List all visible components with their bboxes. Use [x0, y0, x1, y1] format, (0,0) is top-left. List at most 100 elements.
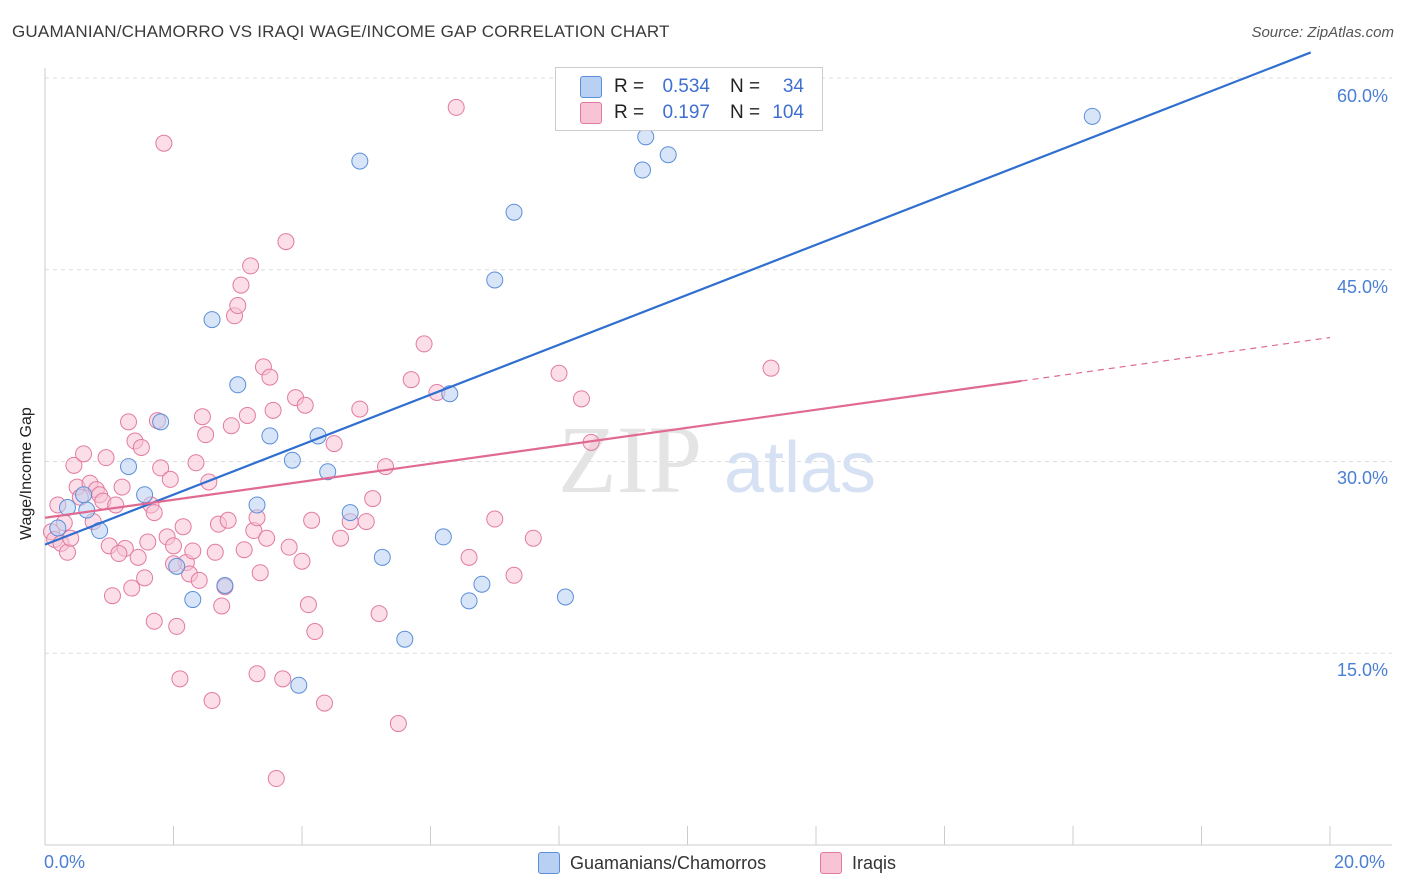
- data-point: [251, 564, 269, 582]
- trend-line-extension-iraqis: [1021, 336, 1331, 382]
- data-point: [235, 541, 253, 559]
- data-point: [129, 548, 147, 566]
- data-point: [145, 504, 163, 522]
- legend-r-value: 0.534: [662, 76, 710, 97]
- data-point: [184, 542, 202, 560]
- data-point: [261, 427, 279, 445]
- data-point: [572, 390, 590, 408]
- data-point: [762, 359, 780, 377]
- x-tick-max: 20.0%: [1334, 852, 1386, 872]
- legend-n-label: N =: [730, 102, 761, 123]
- y-tick-45: 45.0%: [1337, 277, 1389, 297]
- data-point: [65, 456, 83, 474]
- data-point: [120, 458, 138, 476]
- data-point: [120, 413, 138, 431]
- data-point: [242, 257, 260, 275]
- data-point: [187, 454, 205, 472]
- data-point: [152, 459, 170, 477]
- data-point: [139, 533, 157, 551]
- data-point: [136, 569, 154, 587]
- correlation-legend: R = 0.534 N = 34 R = 0.197 N = 104: [555, 67, 823, 131]
- data-point: [637, 128, 655, 146]
- data-point: [550, 364, 568, 382]
- data-point: [264, 401, 282, 419]
- y-tick-15: 15.0%: [1337, 660, 1389, 680]
- data-point: [373, 548, 391, 566]
- data-point: [319, 463, 337, 481]
- data-point: [58, 543, 76, 561]
- trend-line-guamanians: [44, 51, 1312, 546]
- watermark-atlas: atlas: [724, 428, 876, 508]
- data-point: [325, 435, 343, 453]
- data-point: [351, 400, 369, 418]
- legend-swatch-blue: [580, 76, 602, 98]
- data-point: [110, 545, 128, 563]
- data-point: [283, 451, 301, 469]
- trend-lines: [44, 51, 1331, 546]
- data-point: [306, 623, 324, 641]
- source-label: Source: ZipAtlas.com: [1251, 24, 1394, 41]
- data-point: [447, 98, 465, 116]
- data-point: [556, 588, 574, 606]
- data-point: [229, 376, 247, 394]
- bottom-legend-label: Guamanians/Chamorros: [570, 852, 767, 873]
- legend-r-value: 0.197: [662, 102, 710, 123]
- legend-n-label: N =: [730, 76, 761, 97]
- bottom-legend-guamanians: Guamanians/Chamorros: [538, 852, 766, 874]
- data-point: [377, 458, 395, 476]
- data-point: [267, 770, 285, 788]
- data-point: [303, 511, 321, 529]
- data-point: [232, 276, 250, 294]
- data-point: [97, 449, 115, 467]
- data-point: [434, 528, 452, 546]
- data-point: [280, 538, 298, 556]
- data-point: [274, 670, 292, 688]
- data-point: [486, 271, 504, 289]
- data-point: [505, 566, 523, 584]
- data-point: [248, 496, 266, 514]
- data-point: [460, 592, 478, 610]
- data-point: [136, 486, 154, 504]
- data-point: [402, 371, 420, 389]
- data-point: [165, 537, 182, 555]
- bottom-legend-label: Iraqis: [852, 852, 897, 873]
- x-tick-min: 0.0%: [44, 852, 86, 872]
- data-point: [389, 715, 407, 733]
- chart-title: GUAMANIAN/CHAMORRO VS IRAQI WAGE/INCOME …: [12, 22, 670, 41]
- data-point: [206, 543, 224, 561]
- data-point: [132, 438, 150, 456]
- data-point: [364, 490, 382, 508]
- data-point: [659, 146, 677, 164]
- data-point: [315, 694, 333, 712]
- data-point: [293, 552, 311, 570]
- legend-n-value: 104: [772, 102, 804, 123]
- y-tick-30: 30.0%: [1337, 468, 1389, 488]
- data-point: [1083, 107, 1101, 125]
- data-point: [174, 518, 192, 536]
- data-point: [203, 692, 221, 710]
- data-point: [197, 426, 215, 444]
- bottom-swatch-blue: [538, 852, 560, 874]
- data-point: [460, 548, 478, 566]
- data-point: [75, 445, 93, 463]
- data-point: [505, 203, 523, 221]
- legend-n-value: 34: [782, 76, 804, 97]
- data-point: [486, 510, 504, 528]
- data-point: [473, 575, 491, 593]
- iraqis-points: [42, 98, 780, 788]
- data-point: [290, 676, 308, 694]
- legend-row-iraqis: R = 0.197 N = 104: [580, 101, 804, 125]
- data-point: [155, 134, 173, 152]
- axes: [44, 68, 1392, 846]
- data-point: [103, 587, 121, 605]
- data-point: [222, 417, 240, 435]
- data-point: [261, 368, 279, 386]
- data-point: [341, 504, 359, 522]
- data-point: [152, 413, 170, 431]
- data-point: [219, 511, 237, 529]
- legend-r-label: R =: [614, 102, 645, 123]
- data-point: [213, 597, 231, 615]
- data-point: [229, 297, 247, 315]
- legend-r-label: R =: [614, 76, 645, 97]
